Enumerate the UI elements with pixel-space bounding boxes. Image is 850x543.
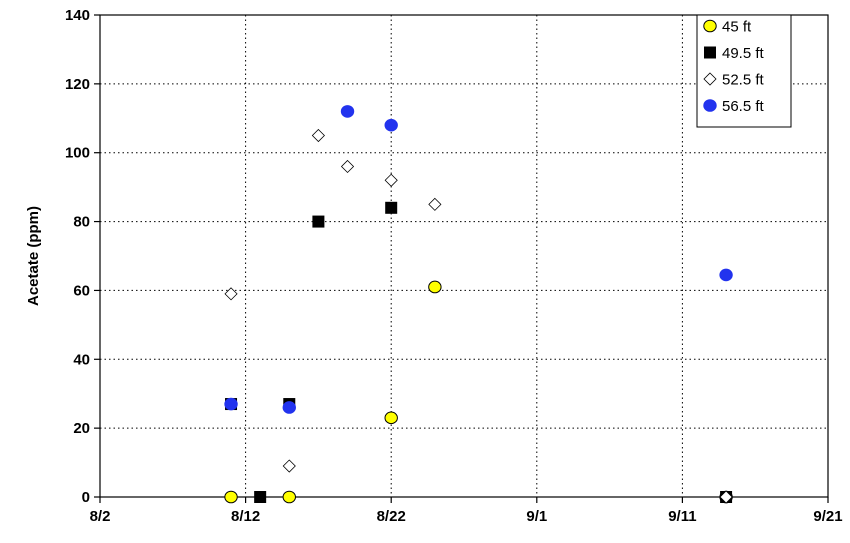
series-56-5-ft bbox=[224, 105, 733, 414]
x-tick-label: 8/2 bbox=[90, 508, 111, 525]
x-tick-label: 9/11 bbox=[668, 508, 696, 525]
x-tick-label: 9/1 bbox=[526, 508, 547, 525]
y-tick-labels: 0 20 40 60 80 100 120 140 bbox=[65, 7, 90, 506]
data-point bbox=[384, 118, 398, 132]
y-tick-label: 100 bbox=[65, 145, 90, 162]
legend-label: 49.5 ft bbox=[722, 45, 765, 62]
data-point bbox=[254, 491, 267, 503]
y-tick-label: 80 bbox=[73, 214, 90, 231]
data-point bbox=[384, 173, 398, 187]
y-tick-label: 120 bbox=[65, 76, 90, 93]
data-point bbox=[340, 159, 355, 174]
x-tick-label: 8/12 bbox=[231, 508, 260, 525]
legend-marker bbox=[703, 19, 717, 33]
y-tick-label: 60 bbox=[73, 282, 90, 299]
data-point bbox=[428, 197, 442, 211]
data-point bbox=[340, 105, 355, 118]
y-tick-label: 40 bbox=[73, 351, 90, 368]
data-point bbox=[224, 287, 238, 301]
y-tick-label: 140 bbox=[65, 7, 90, 24]
data-point bbox=[719, 490, 733, 504]
tick-marks bbox=[94, 14, 829, 503]
x-tick-label: 8/22 bbox=[377, 508, 406, 525]
data-point bbox=[311, 128, 325, 143]
data-point bbox=[385, 201, 398, 214]
data-point bbox=[224, 397, 238, 411]
series-52-5-ft bbox=[224, 128, 733, 504]
y-tick-label: 20 bbox=[73, 420, 90, 437]
data-point bbox=[384, 411, 398, 425]
series-45-ft bbox=[224, 280, 733, 504]
data-point bbox=[282, 459, 296, 473]
data-point bbox=[719, 268, 733, 282]
legend-marker bbox=[703, 99, 717, 112]
y-axis-label: Acetate (ppm) bbox=[25, 206, 42, 306]
legend-label: 45 ft bbox=[722, 19, 752, 36]
legend: 45 ft 49.5 ft 52.5 ft 56.5 ft bbox=[696, 14, 792, 128]
x-tick-label: 9/21 bbox=[813, 508, 842, 525]
legend-marker bbox=[703, 72, 717, 86]
data-points bbox=[224, 105, 733, 504]
data-point bbox=[428, 280, 442, 294]
legend-marker bbox=[704, 46, 716, 59]
data-point bbox=[224, 490, 238, 504]
legend-label: 56.5 ft bbox=[722, 98, 765, 115]
y-tick-label: 0 bbox=[82, 489, 90, 506]
x-tick-labels: 8/2 8/12 8/22 9/1 9/11 9/21 bbox=[90, 508, 843, 525]
data-point bbox=[282, 401, 296, 414]
data-point bbox=[312, 215, 325, 228]
legend-label: 52.5 ft bbox=[722, 72, 765, 89]
data-point bbox=[282, 490, 296, 504]
